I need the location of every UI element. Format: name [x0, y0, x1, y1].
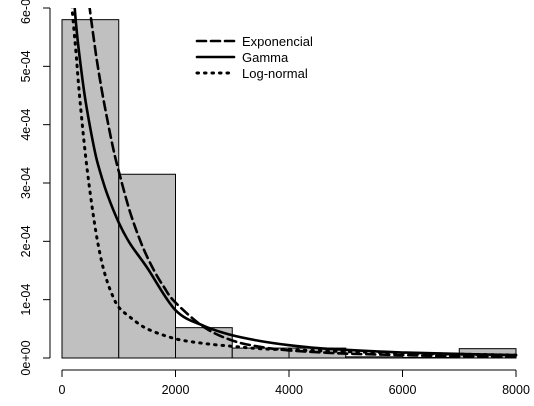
y-tick-label: 1e-04	[19, 284, 33, 316]
y-tick-label: 5e-04	[19, 50, 33, 82]
density-curves	[70, 8, 518, 359]
x-tick-label: 6000	[389, 383, 417, 397]
series-line-exponencial	[88, 8, 518, 359]
histogram-bar	[61, 19, 120, 359]
y-axis: 0e+00 1e-04 2e-04 3e-04 4e-04 5e-04 6e-04	[19, 0, 51, 376]
x-tick-label: 2000	[162, 383, 190, 397]
legend-label: Exponencial	[242, 34, 313, 49]
histogram-bar	[402, 356, 460, 359]
x-tick-label: 8000	[502, 383, 530, 397]
series-line-gamma	[73, 8, 518, 357]
y-tick-label: 2e-04	[19, 225, 33, 257]
series-line-log-normal	[70, 8, 518, 357]
x-axis: 0 2000 4000 6000 8000	[59, 369, 530, 397]
y-tick-label: 4e-04	[19, 109, 33, 141]
y-tick-label: 3e-04	[19, 167, 33, 199]
legend-label: Gamma	[242, 50, 289, 65]
y-tick-label: 0e+00	[19, 340, 33, 375]
y-tick-label: 6e-04	[19, 0, 33, 24]
x-tick-label: 4000	[275, 383, 303, 397]
legend-label: Log-normal	[242, 66, 308, 81]
histogram-bar	[345, 356, 403, 359]
x-tick-label: 0	[59, 383, 66, 397]
